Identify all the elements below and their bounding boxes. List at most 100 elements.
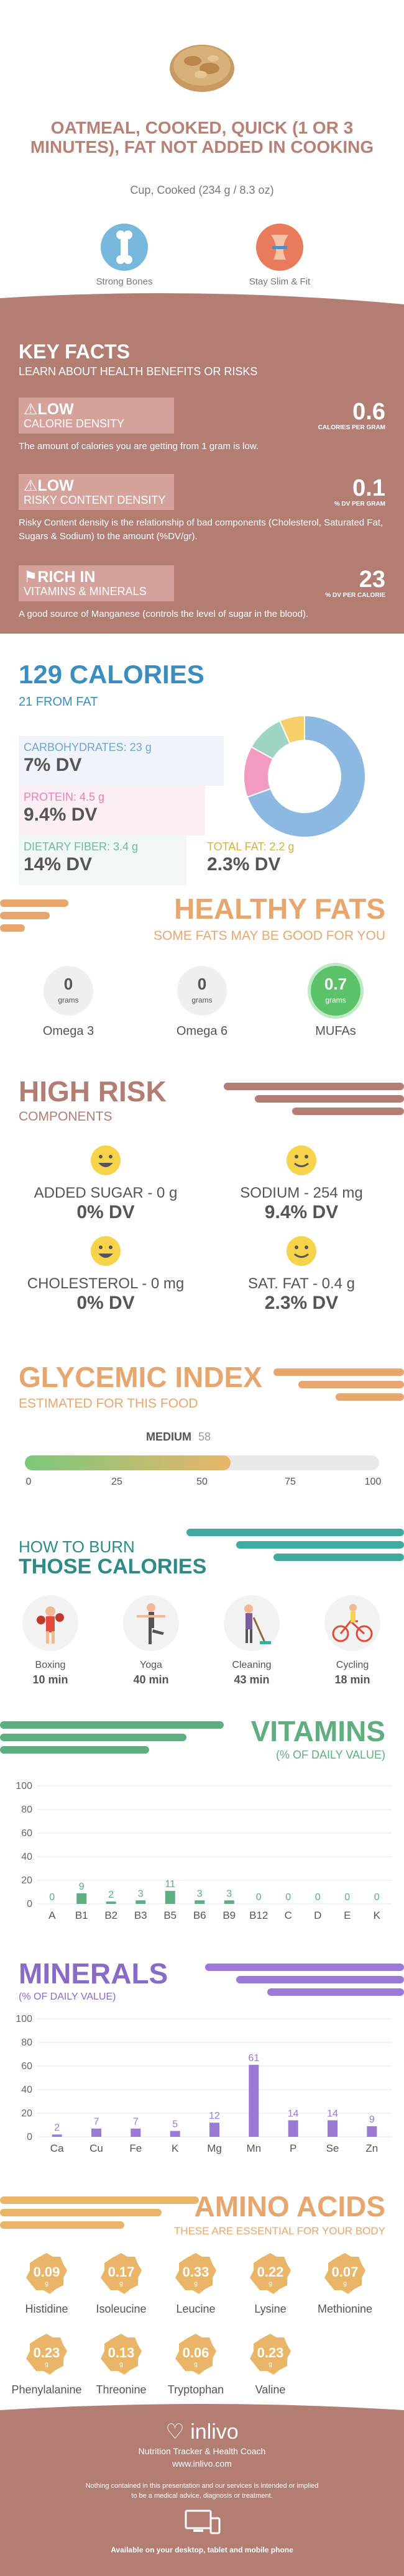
x-tick-label: Zn bbox=[365, 2142, 378, 2154]
amino-value: 0.33 bbox=[182, 2264, 209, 2280]
x-tick-label: K bbox=[374, 1909, 381, 1921]
x-tick-label: Mn bbox=[247, 2142, 262, 2154]
bar-value-label: 3 bbox=[138, 1888, 144, 1899]
amino-unit: g bbox=[194, 2280, 198, 2287]
footer-brand[interactable]: ♡ inlivo bbox=[0, 2419, 404, 2444]
amino-badge-icon: 0.33 g bbox=[174, 2252, 218, 2295]
bar-value-label: 5 bbox=[172, 2119, 178, 2130]
risk-label: SAT. FAT - 0.4 g bbox=[247, 1275, 356, 1292]
bar-value-label: 0 bbox=[344, 1892, 350, 1903]
bar bbox=[209, 2123, 219, 2137]
x-tick-label: Cu bbox=[90, 2142, 103, 2154]
footer-wave bbox=[0, 2404, 404, 2416]
amino-value: 0.23 bbox=[257, 2345, 284, 2360]
nutrient-total-fat: TOTAL FAT: 2.2 g 2.3% DV bbox=[202, 835, 326, 885]
risk-dv: 9.4% DV bbox=[264, 1202, 339, 1222]
glycemic-stripes bbox=[273, 1368, 404, 1401]
activity-time: 43 min bbox=[234, 1673, 270, 1686]
donut-slice bbox=[278, 714, 306, 745]
bar bbox=[224, 1900, 234, 1904]
key-facts-title: KEY FACTS bbox=[19, 340, 130, 363]
y-tick-label: 100 bbox=[16, 2014, 32, 2024]
x-tick-label: B12 bbox=[249, 1909, 268, 1921]
fact-value: 0.6 bbox=[352, 399, 385, 425]
glycemic-subtitle: ESTIMATED FOR THIS FOOD bbox=[19, 1396, 198, 1411]
badge-stay-slim: Stay Slim & Fit bbox=[236, 224, 323, 288]
footer-url[interactable]: www.inlivo.com bbox=[172, 2459, 232, 2469]
fat-unit: grams bbox=[191, 996, 213, 1004]
amino-value: 0.13 bbox=[108, 2345, 135, 2360]
nutrient-carbohydrates: CARBOHYDRATES: 23 g 7% DV bbox=[19, 736, 224, 786]
fat-omega-3: 0 grams Omega 3 bbox=[22, 966, 115, 1039]
calorie-density-desc: The amount of calories you are getting f… bbox=[19, 441, 259, 452]
yoga-icon bbox=[123, 1595, 179, 1651]
calories-title: 129 CALORIES bbox=[19, 660, 204, 689]
amino-badge-icon: 0.06 g bbox=[174, 2333, 218, 2376]
calorie-density-tag: ⚠LOW CALORIE DENSITY bbox=[19, 398, 174, 434]
bar-value-label: 14 bbox=[327, 2108, 338, 2119]
y-tick-label: 0 bbox=[27, 1899, 32, 1909]
risk-added-sugar: ADDED SUGAR - 0 g 0% DV bbox=[12, 1144, 199, 1223]
nutrient-dv: 14% DV bbox=[24, 854, 93, 875]
glycemic-title: GLYCEMIC INDEX bbox=[19, 1361, 262, 1393]
nutrient-label: CARBOHYDRATES: 23 g bbox=[24, 741, 152, 753]
amino-badge-icon: 0.23 g bbox=[25, 2333, 68, 2376]
minerals-title: MINERALS bbox=[19, 1957, 168, 1990]
bar-value-label: 3 bbox=[197, 1888, 203, 1899]
bar bbox=[52, 2134, 62, 2137]
badge-label: Strong Bones bbox=[96, 276, 153, 287]
nutrient-protein: PROTEIN: 4.5 g 9.4% DV bbox=[19, 786, 205, 835]
footer-disclaimer-1: Nothing contained in this presentation a… bbox=[85, 2482, 319, 2490]
nutrient-dv: 9.4% DV bbox=[24, 804, 98, 825]
nutrient-dv: 7% DV bbox=[24, 755, 82, 775]
glycemic-tick: 100 bbox=[364, 1477, 382, 1487]
amino-value: 0.07 bbox=[331, 2264, 359, 2280]
y-tick-label: 20 bbox=[21, 2108, 32, 2119]
fat-label: MUFAs bbox=[315, 1024, 356, 1038]
glycemic-bar-fill bbox=[25, 1455, 231, 1470]
nutrient-label: TOTAL FAT: 2.2 g bbox=[207, 840, 295, 853]
amino-subtitle: THESE ARE ESSENTIAL FOR YOUR BODY bbox=[173, 2225, 385, 2237]
amino-unit: g bbox=[269, 2361, 272, 2368]
risky-content-value: 0.1 % DV PER GRAM bbox=[334, 476, 385, 507]
vitamins-subtitle: (% OF DAILY VALUE) bbox=[275, 1749, 385, 1761]
amino-stripes bbox=[0, 2196, 199, 2229]
fact-name: RISKY CONTENT DENSITY bbox=[24, 494, 166, 506]
activity-time: 18 min bbox=[334, 1673, 370, 1686]
macronutrient-donut-chart bbox=[243, 714, 366, 838]
vitamins-title: VITAMINS bbox=[250, 1715, 385, 1747]
brand-name: inlivo bbox=[190, 2420, 239, 2444]
vitamins-minerals-tag: ⚑RICH IN VITAMINS & MINERALS bbox=[19, 565, 174, 601]
y-tick-label: 40 bbox=[21, 1852, 32, 1862]
bar-value-label: 61 bbox=[248, 2053, 259, 2064]
activity-boxing: Boxing 10 min bbox=[16, 1595, 85, 1686]
x-tick-label: Ca bbox=[50, 2142, 64, 2154]
vitamins-bar-chart: 0204060801000A9B12B23B311B53B63B90B120C0… bbox=[16, 1781, 392, 1921]
bar-value-label: 0 bbox=[285, 1892, 291, 1903]
amino-isoleucine: 0.17 g Isoleucine bbox=[84, 2252, 158, 2316]
x-tick-label: B3 bbox=[134, 1909, 147, 1921]
bar-value-label: 7 bbox=[94, 2117, 99, 2128]
amino-value: 0.06 bbox=[182, 2345, 209, 2360]
warning-icon: ⚠ bbox=[24, 477, 38, 494]
glycemic-value: 58 bbox=[198, 1431, 211, 1443]
high-risk-title: HIGH RISK bbox=[19, 1075, 167, 1108]
risk-dv: 2.3% DV bbox=[264, 1293, 339, 1313]
bar bbox=[106, 1901, 116, 1904]
amino-threonine: 0.13 g Threonine bbox=[84, 2333, 158, 2396]
cleaning-icon bbox=[224, 1595, 280, 1651]
amino-unit: g bbox=[269, 2280, 272, 2287]
activity-name: Boxing bbox=[35, 1660, 66, 1670]
badge-strong-bones: Strong Bones bbox=[81, 224, 168, 288]
amino-badge-icon: 0.17 g bbox=[99, 2252, 143, 2295]
amino-unit: g bbox=[45, 2361, 48, 2368]
amino-badge-icon: 0.09 g bbox=[25, 2252, 68, 2295]
amino-phenylalanine: 0.23 g Phenylalanine bbox=[9, 2333, 84, 2396]
y-tick-label: 80 bbox=[21, 2037, 32, 2048]
activity-cleaning: Cleaning 43 min bbox=[218, 1595, 286, 1686]
footer-disclaimer-2: to be a medical advice, diagnosis or tre… bbox=[131, 2492, 273, 2500]
glycemic-bar bbox=[25, 1455, 379, 1470]
amino-unit: g bbox=[194, 2361, 198, 2368]
activity-cycling: Cycling 18 min bbox=[318, 1595, 387, 1686]
key-facts-subtitle: LEARN ABOUT HEALTH BENEFITS OR RISKS bbox=[19, 365, 258, 378]
